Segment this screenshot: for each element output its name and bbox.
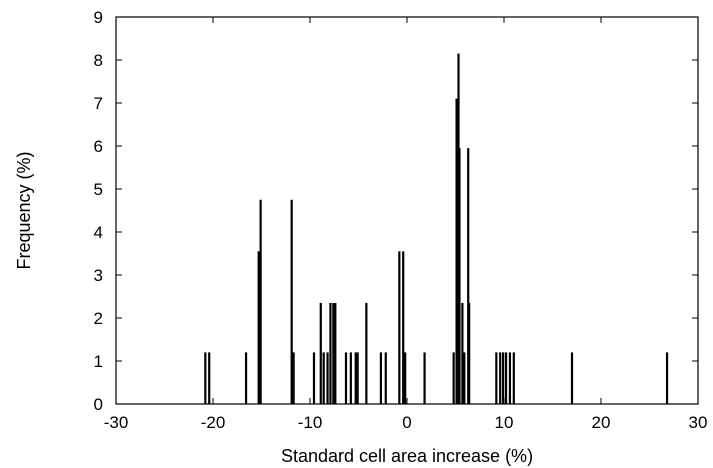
histogram-bar xyxy=(461,302,464,404)
histogram-bar xyxy=(259,199,262,404)
x-tick-label: -10 xyxy=(298,413,323,432)
histogram-bar xyxy=(467,148,470,404)
histogram-bar xyxy=(244,352,248,404)
y-tick-label: 7 xyxy=(94,94,103,113)
y-axis-title: Frequency (%) xyxy=(14,151,34,269)
y-tick-label: 3 xyxy=(94,266,103,285)
histogram-bar xyxy=(365,302,368,404)
histogram-bar xyxy=(292,352,295,404)
histogram-bar xyxy=(334,302,337,404)
histogram-bar xyxy=(329,302,332,404)
histogram-bar xyxy=(452,352,455,404)
histogram-bar xyxy=(356,352,359,404)
y-tick-label: 9 xyxy=(94,8,103,27)
y-tick-label: 8 xyxy=(94,51,103,70)
histogram-bar xyxy=(508,352,512,404)
x-tick-label: -30 xyxy=(104,413,129,432)
x-tick-label: 10 xyxy=(495,413,514,432)
histogram-bar xyxy=(257,251,260,404)
y-tick-label: 6 xyxy=(94,137,103,156)
histogram-bar xyxy=(458,148,461,404)
x-axis-title: Standard cell area increase (%) xyxy=(281,446,533,466)
histogram-bar xyxy=(499,352,502,404)
y-tick-label: 1 xyxy=(94,352,103,371)
y-tick-label: 0 xyxy=(94,395,103,414)
histogram-bar xyxy=(502,352,505,404)
y-tick-label: 4 xyxy=(94,223,103,242)
x-tick-label: 0 xyxy=(402,413,411,432)
histogram-bar xyxy=(455,98,458,404)
histogram-bar xyxy=(398,251,401,404)
histogram-bar xyxy=(504,352,508,404)
histogram-bars xyxy=(204,53,669,405)
histogram-bar xyxy=(495,352,498,404)
x-axis-ticks: -30 -20 -10 0 10 20 30 xyxy=(104,17,708,432)
histogram-bar xyxy=(512,352,515,404)
histogram-bar xyxy=(322,352,325,404)
y-axis-ticks: 0 1 2 3 4 5 6 7 8 9 xyxy=(94,8,698,414)
plot-frame xyxy=(115,16,699,405)
x-tick-label: 30 xyxy=(689,413,708,432)
histogram-bar xyxy=(344,352,348,404)
histogram-bar xyxy=(379,352,383,404)
histogram-bar xyxy=(326,352,329,404)
x-tick-label: -20 xyxy=(201,413,226,432)
histogram-bar xyxy=(290,199,293,404)
histogram-bar xyxy=(354,352,357,404)
y-tick-label: 2 xyxy=(94,309,103,328)
histogram-bar xyxy=(204,352,207,404)
histogram-bar xyxy=(423,352,426,404)
histogram-bar xyxy=(402,251,405,404)
histogram-bar xyxy=(208,352,211,404)
histogram-bar xyxy=(349,352,352,404)
x-tick-label: 20 xyxy=(592,413,611,432)
histogram-bar xyxy=(468,302,471,404)
histogram-bar xyxy=(312,352,316,404)
histogram-bar xyxy=(332,302,335,404)
y-tick-label: 5 xyxy=(94,180,103,199)
histogram-bar xyxy=(570,352,574,404)
histogram-bar xyxy=(384,352,387,404)
histogram-bar xyxy=(404,352,407,404)
histogram-bar xyxy=(665,352,669,404)
histogram-bar xyxy=(319,302,322,404)
histogram-bar xyxy=(463,352,466,404)
